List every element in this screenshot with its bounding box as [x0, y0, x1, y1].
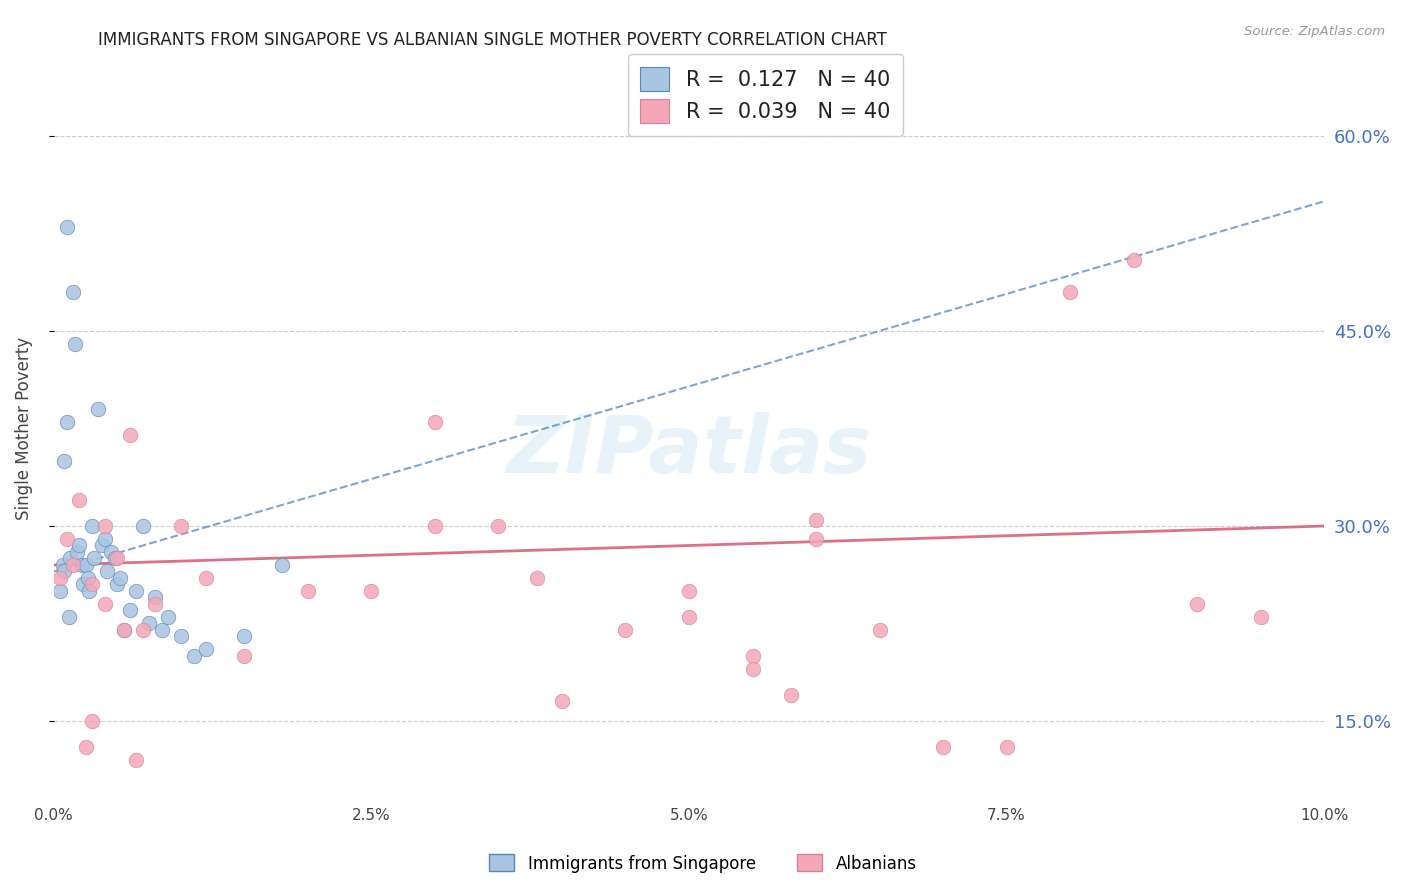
- Point: [1185, 597, 1208, 611]
- Point: [195, 642, 218, 657]
- Point: [183, 648, 205, 663]
- Point: [869, 623, 891, 637]
- Point: [80, 714, 103, 728]
- Point: [1059, 285, 1081, 300]
- Point: [65, 337, 87, 351]
- Point: [93, 597, 115, 611]
- Point: [145, 597, 167, 611]
- Point: [105, 577, 128, 591]
- Point: [170, 629, 193, 643]
- Point: [77, 571, 100, 585]
- Point: [614, 623, 637, 637]
- Point: [118, 428, 141, 442]
- Point: [80, 577, 103, 591]
- Point: [125, 753, 148, 767]
- Point: [551, 694, 574, 708]
- Point: [138, 616, 160, 631]
- Point: [150, 623, 173, 637]
- Point: [132, 623, 155, 637]
- Point: [678, 584, 700, 599]
- Point: [93, 532, 115, 546]
- Point: [271, 558, 294, 572]
- Point: [93, 519, 115, 533]
- Point: [741, 648, 763, 663]
- Point: [112, 623, 135, 637]
- Point: [995, 739, 1018, 754]
- Text: Source: ZipAtlas.com: Source: ZipAtlas.com: [1244, 25, 1385, 38]
- Text: IMMIGRANTS FROM SINGAPORE VS ALBANIAN SINGLE MOTHER POVERTY CORRELATION CHART: IMMIGRANTS FROM SINGAPORE VS ALBANIAN SI…: [98, 31, 887, 49]
- Point: [72, 577, 94, 591]
- Point: [49, 571, 72, 585]
- Point: [59, 551, 82, 566]
- Point: [1250, 610, 1272, 624]
- Point: [297, 584, 319, 599]
- Point: [75, 558, 97, 572]
- Legend: Immigrants from Singapore, Albanians: Immigrants from Singapore, Albanians: [482, 847, 924, 880]
- Point: [125, 584, 148, 599]
- Point: [108, 571, 131, 585]
- Point: [233, 629, 256, 643]
- Point: [423, 519, 446, 533]
- Point: [779, 688, 801, 702]
- Point: [62, 285, 84, 300]
- Point: [53, 565, 76, 579]
- Y-axis label: Single Mother Poverty: Single Mother Poverty: [15, 337, 32, 520]
- Point: [132, 519, 155, 533]
- Point: [741, 662, 763, 676]
- Point: [91, 539, 114, 553]
- Point: [79, 584, 101, 599]
- Point: [195, 571, 218, 585]
- Point: [360, 584, 382, 599]
- Point: [49, 584, 72, 599]
- Point: [157, 610, 180, 624]
- Point: [55, 415, 77, 429]
- Point: [104, 551, 127, 566]
- Point: [105, 551, 128, 566]
- Point: [83, 551, 105, 566]
- Point: [145, 591, 167, 605]
- Point: [52, 558, 75, 572]
- Point: [488, 519, 510, 533]
- Point: [423, 415, 446, 429]
- Point: [62, 558, 84, 572]
- Point: [70, 558, 93, 572]
- Point: [100, 545, 122, 559]
- Point: [87, 402, 110, 417]
- Point: [804, 512, 827, 526]
- Point: [526, 571, 548, 585]
- Point: [112, 623, 135, 637]
- Point: [58, 610, 80, 624]
- Point: [67, 493, 90, 508]
- Point: [66, 545, 89, 559]
- Point: [233, 648, 256, 663]
- Point: [932, 739, 955, 754]
- Point: [53, 454, 76, 468]
- Text: ZIPatlas: ZIPatlas: [506, 412, 872, 490]
- Point: [75, 739, 97, 754]
- Point: [55, 220, 77, 235]
- Point: [96, 565, 118, 579]
- Point: [80, 519, 103, 533]
- Point: [67, 539, 90, 553]
- Point: [170, 519, 193, 533]
- Point: [55, 532, 77, 546]
- Point: [678, 610, 700, 624]
- Legend: R =  0.127   N = 40, R =  0.039   N = 40: R = 0.127 N = 40, R = 0.039 N = 40: [627, 54, 903, 136]
- Point: [118, 603, 141, 617]
- Point: [804, 532, 827, 546]
- Point: [1122, 252, 1144, 267]
